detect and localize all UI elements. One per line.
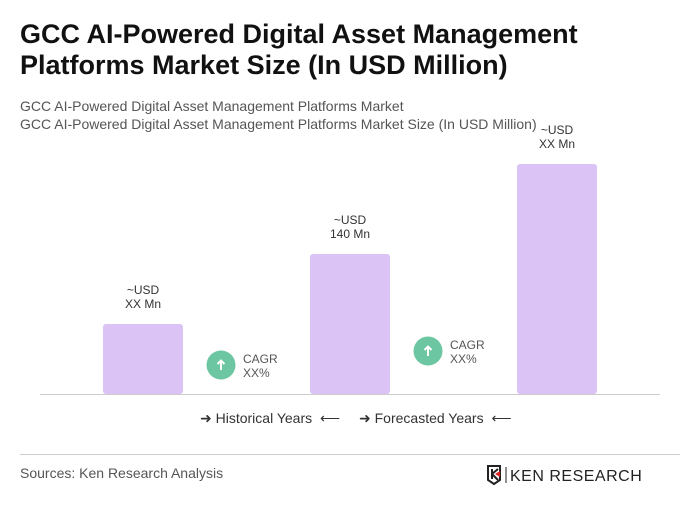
data-label: 140 Mn — [330, 227, 370, 241]
legend-forecasted-label: Forecasted Years — [374, 410, 484, 426]
bar — [517, 164, 597, 394]
data-label: ~USD — [127, 283, 160, 297]
sources: Sources: Ken Research Analysis — [20, 465, 224, 481]
cagr-value: XX% — [450, 352, 477, 366]
svg-text:KEN RESEARCH: KEN RESEARCH — [510, 468, 642, 485]
arrow-up-icon — [216, 359, 226, 370]
ken-research-logo: KEN RESEARCH — [487, 465, 642, 486]
legend-forecasted: ➜ Forecasted Years ⟵ — [359, 410, 512, 426]
legend-historical-label: Historical Years — [215, 410, 313, 426]
divider — [20, 454, 680, 455]
bar — [310, 254, 390, 394]
arrow-up-icon — [423, 345, 433, 356]
cagr-label: CAGR — [450, 338, 485, 352]
cagr-value: XX% — [243, 366, 270, 380]
subtitle: GCC AI-Powered Digital Asset Management … — [20, 98, 404, 114]
bar — [103, 324, 183, 394]
data-label: ~USD — [334, 213, 367, 227]
data-label: ~USD — [541, 123, 574, 137]
legend-historical: ➜ Historical Years ⟵ — [200, 410, 341, 426]
page-title: GCC AI-Powered Digital Asset Management … — [20, 19, 578, 80]
data-label: XX Mn — [125, 297, 161, 311]
cagr-label: CAGR — [243, 352, 278, 366]
data-label: XX Mn — [539, 137, 575, 151]
subtitle-2: GCC AI-Powered Digital Asset Management … — [20, 116, 537, 132]
